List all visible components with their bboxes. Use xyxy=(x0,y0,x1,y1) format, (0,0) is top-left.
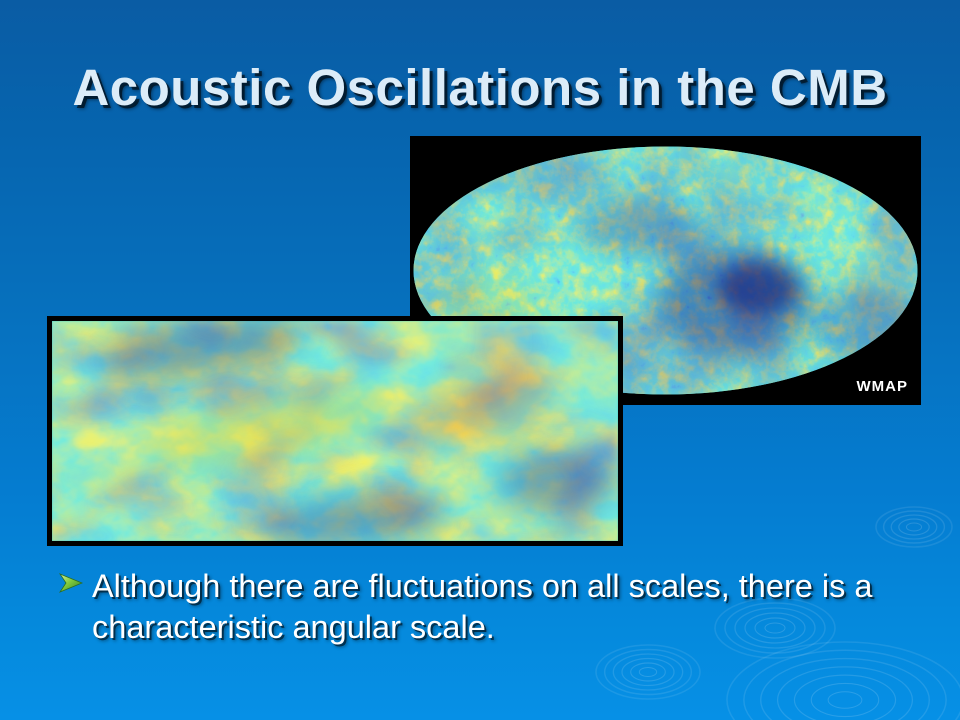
bullet-list: Although there are fluctuations on all s… xyxy=(58,566,898,648)
arrow-bullet-icon xyxy=(58,573,84,593)
page-title: Acoustic Oscillations in the CMB xyxy=(72,59,888,116)
bullet-item-text: Although there are fluctuations on all s… xyxy=(92,568,873,645)
ripple-large-bottom xyxy=(726,641,960,720)
wmap-image-panel: WMAP xyxy=(410,136,921,405)
ripple-lower-left xyxy=(595,644,701,700)
cmb-zoom-inset-svg xyxy=(52,321,618,541)
ripple-small-right xyxy=(875,506,953,548)
list-item xyxy=(58,566,92,598)
wmap-credit-label: WMAP xyxy=(856,378,908,395)
cmb-zoom-inset-panel xyxy=(47,316,623,546)
